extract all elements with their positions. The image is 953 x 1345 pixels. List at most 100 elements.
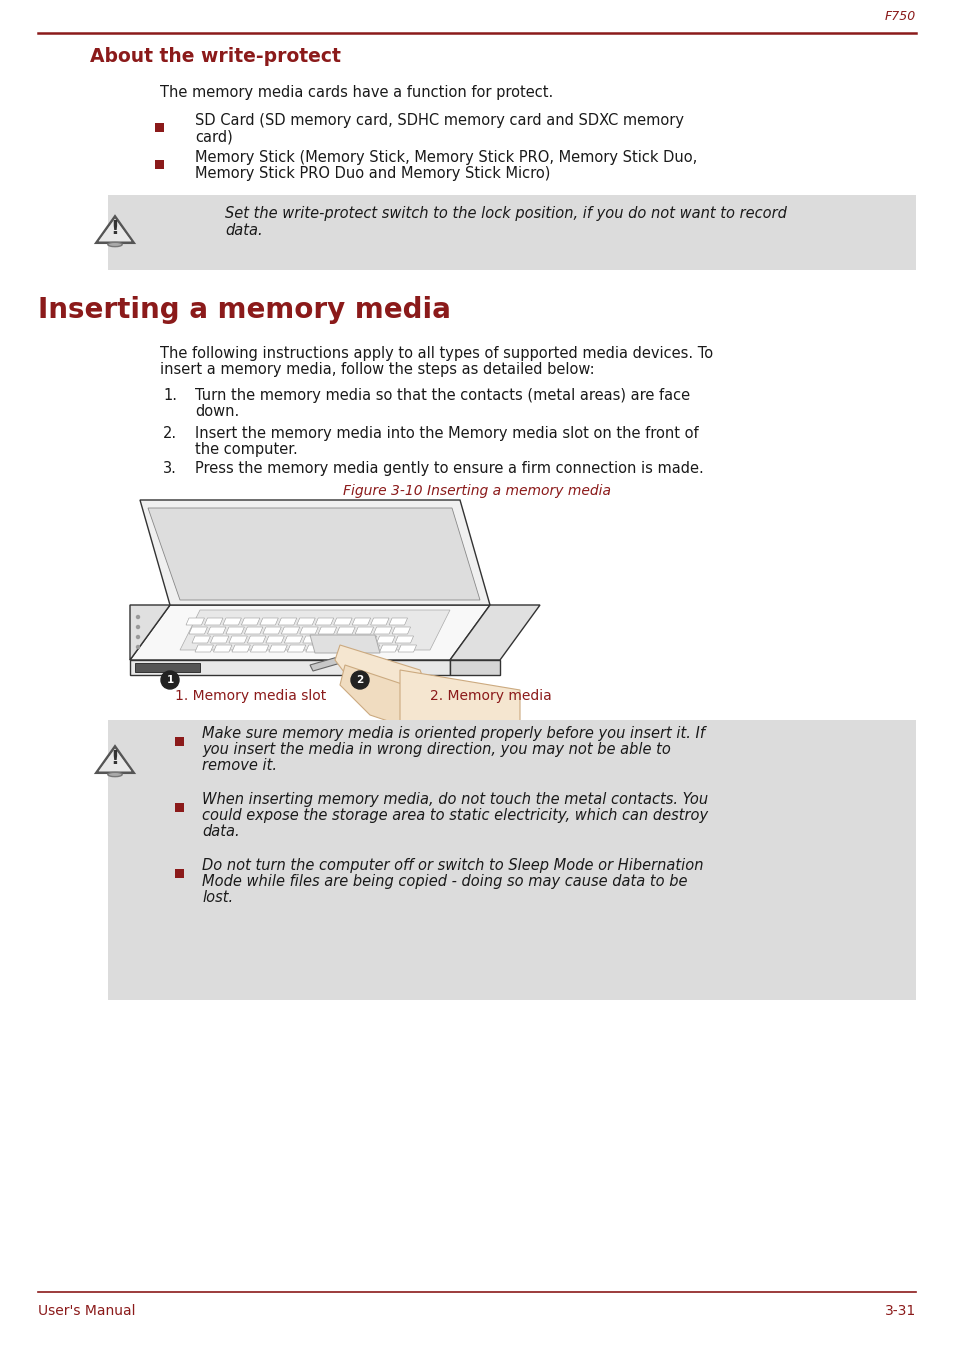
Text: About the write-protect: About the write-protect — [90, 47, 340, 66]
Circle shape — [161, 671, 179, 689]
Text: The memory media cards have a function for protect.: The memory media cards have a function f… — [160, 85, 553, 100]
Polygon shape — [281, 627, 299, 633]
Polygon shape — [399, 670, 519, 740]
Polygon shape — [389, 617, 407, 625]
Polygon shape — [130, 605, 170, 660]
Text: 2. Memory media: 2. Memory media — [430, 689, 551, 703]
Text: Memory Stick PRO Duo and Memory Stick Micro): Memory Stick PRO Duo and Memory Stick Mi… — [194, 165, 550, 182]
Text: 2: 2 — [356, 675, 363, 685]
Polygon shape — [98, 749, 132, 771]
FancyBboxPatch shape — [108, 195, 915, 270]
Text: Figure 3-10 Inserting a memory media: Figure 3-10 Inserting a memory media — [343, 484, 610, 498]
Text: !: ! — [111, 218, 119, 238]
Polygon shape — [250, 646, 269, 652]
FancyBboxPatch shape — [108, 720, 915, 999]
Polygon shape — [310, 652, 357, 671]
Polygon shape — [374, 627, 392, 633]
Polygon shape — [299, 627, 318, 633]
Polygon shape — [355, 627, 374, 633]
Polygon shape — [192, 636, 211, 643]
Polygon shape — [342, 646, 361, 652]
Polygon shape — [352, 617, 370, 625]
Polygon shape — [194, 646, 213, 652]
Text: SD Card (SD memory card, SDHC memory card and SDXC memory: SD Card (SD memory card, SDHC memory car… — [194, 113, 683, 128]
Polygon shape — [189, 627, 207, 633]
Polygon shape — [223, 617, 241, 625]
Polygon shape — [140, 500, 490, 605]
Polygon shape — [244, 627, 263, 633]
Polygon shape — [310, 635, 379, 654]
Polygon shape — [96, 746, 133, 773]
Polygon shape — [229, 636, 247, 643]
Text: Turn the memory media so that the contacts (metal areas) are face: Turn the memory media so that the contac… — [194, 387, 689, 404]
Polygon shape — [241, 617, 259, 625]
Text: 1: 1 — [166, 675, 173, 685]
Polygon shape — [314, 617, 334, 625]
Polygon shape — [379, 646, 397, 652]
Polygon shape — [211, 636, 229, 643]
Text: User's Manual: User's Manual — [38, 1305, 135, 1318]
Polygon shape — [370, 617, 389, 625]
Polygon shape — [259, 617, 278, 625]
Polygon shape — [450, 605, 539, 660]
Text: Do not turn the computer off or switch to Sleep Mode or Hibernation: Do not turn the computer off or switch t… — [202, 858, 702, 873]
Text: F750: F750 — [883, 9, 915, 23]
Polygon shape — [395, 636, 413, 643]
Polygon shape — [148, 508, 479, 600]
Polygon shape — [207, 627, 226, 633]
Polygon shape — [376, 636, 395, 643]
Polygon shape — [96, 217, 133, 243]
Polygon shape — [266, 636, 284, 643]
Text: you insert the media in wrong direction, you may not be able to: you insert the media in wrong direction,… — [202, 742, 670, 757]
Polygon shape — [334, 617, 352, 625]
Text: remove it.: remove it. — [202, 759, 276, 773]
Polygon shape — [213, 646, 232, 652]
Text: 1.: 1. — [163, 387, 177, 404]
Ellipse shape — [108, 772, 122, 776]
Polygon shape — [357, 636, 376, 643]
Text: lost.: lost. — [202, 890, 233, 905]
Polygon shape — [180, 611, 450, 650]
Circle shape — [136, 625, 139, 628]
Polygon shape — [226, 627, 244, 633]
Text: insert a memory media, follow the steps as detailed below:: insert a memory media, follow the steps … — [160, 362, 594, 377]
Text: 2.: 2. — [163, 426, 177, 441]
Text: Memory Stick (Memory Stick, Memory Stick PRO, Memory Stick Duo,: Memory Stick (Memory Stick, Memory Stick… — [194, 151, 697, 165]
Circle shape — [136, 635, 139, 639]
Text: 1. Memory media slot: 1. Memory media slot — [174, 689, 326, 703]
Text: Set the write-protect switch to the lock position, if you do not want to record: Set the write-protect switch to the lock… — [225, 206, 786, 221]
Text: could expose the storage area to static electricity, which can destroy: could expose the storage area to static … — [202, 808, 707, 823]
Polygon shape — [306, 646, 324, 652]
Text: !: ! — [111, 749, 119, 768]
Text: 3.: 3. — [163, 461, 176, 476]
Bar — [154, 160, 164, 169]
Text: Insert the memory media into the Memory media slot on the front of: Insert the memory media into the Memory … — [194, 426, 698, 441]
Circle shape — [136, 646, 139, 648]
Text: Make sure memory media is oriented properly before you insert it. If: Make sure memory media is oriented prope… — [202, 726, 704, 741]
Text: When inserting memory media, do not touch the metal contacts. You: When inserting memory media, do not touc… — [202, 792, 707, 807]
Polygon shape — [287, 646, 306, 652]
Text: 3-31: 3-31 — [883, 1305, 915, 1318]
Text: the computer.: the computer. — [194, 443, 297, 457]
Bar — [154, 122, 164, 132]
Polygon shape — [204, 617, 223, 625]
Polygon shape — [392, 627, 410, 633]
Text: data.: data. — [202, 824, 239, 839]
Polygon shape — [302, 636, 321, 643]
Polygon shape — [263, 627, 281, 633]
Text: card): card) — [194, 129, 233, 144]
Polygon shape — [232, 646, 250, 652]
Text: down.: down. — [194, 404, 239, 420]
Text: The following instructions apply to all types of supported media devices. To: The following instructions apply to all … — [160, 346, 713, 360]
Polygon shape — [130, 660, 450, 675]
Polygon shape — [269, 646, 287, 652]
Polygon shape — [284, 636, 302, 643]
Ellipse shape — [108, 242, 122, 246]
Polygon shape — [135, 663, 200, 672]
Polygon shape — [296, 617, 314, 625]
Circle shape — [351, 671, 369, 689]
Polygon shape — [450, 660, 499, 675]
Polygon shape — [247, 636, 266, 643]
Polygon shape — [336, 627, 355, 633]
Polygon shape — [321, 636, 339, 643]
